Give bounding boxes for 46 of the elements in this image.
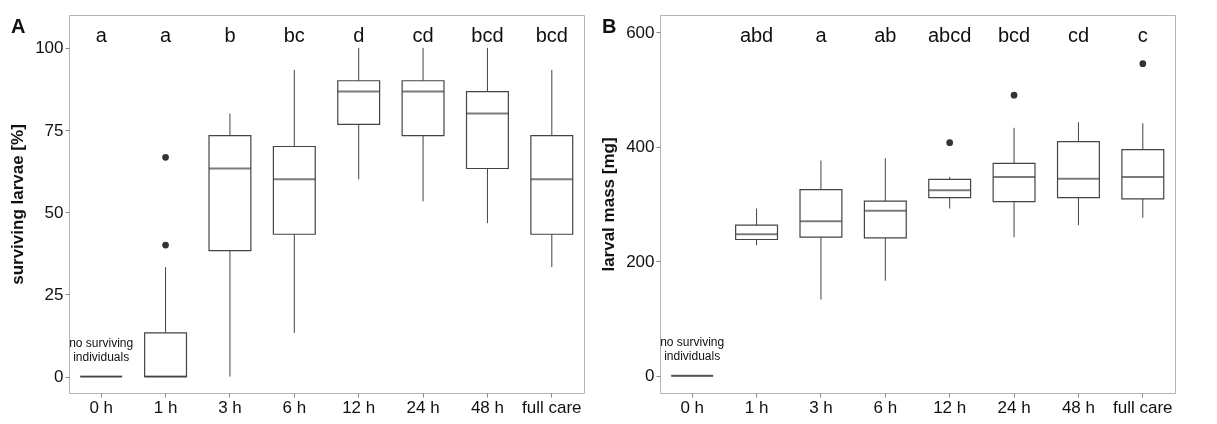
annotation: abd	[739, 23, 774, 46]
annotation: c	[1137, 23, 1148, 46]
x-tick-label: 48 h	[1061, 397, 1095, 417]
annotation: no surviving individuals	[69, 335, 134, 364]
annotation: bcd	[471, 23, 504, 46]
x-tick-label: 1 h	[744, 397, 769, 417]
annotation: bcd	[997, 23, 1031, 46]
x-tick-label: 0 h	[89, 397, 114, 417]
annotation: no surviving individuals	[660, 334, 725, 363]
y-axis-title: larval mass [mg]	[599, 137, 619, 272]
annotation: ab	[874, 23, 897, 46]
x-tick-label: 6 h	[873, 397, 898, 417]
x-tick-label: 12 h	[342, 397, 376, 417]
annotation: bcd	[535, 23, 568, 46]
y-tick-label: 50	[44, 202, 64, 222]
annotation: cd	[412, 23, 434, 46]
x-tick-label: 6 h	[282, 397, 307, 417]
x-tick-label: 1 h	[153, 397, 178, 417]
x-tick-label: 24 h	[997, 397, 1031, 417]
y-tick-label: 600	[626, 22, 655, 42]
x-tick-label: 24 h	[406, 397, 440, 417]
y-tick-label: 200	[626, 251, 655, 271]
x-tick-label: 0 h	[680, 397, 705, 417]
x-tick-label: full care	[1113, 397, 1173, 417]
x-tick-label: 12 h	[933, 397, 967, 417]
annotation: cd	[1067, 23, 1089, 46]
annotation: abcd	[928, 23, 972, 46]
annotation: a	[160, 23, 172, 46]
x-tick-label: 3 h	[218, 397, 242, 417]
chart-title: A	[11, 15, 26, 37]
y-tick-label: 75	[44, 120, 64, 140]
y-tick-label: 25	[44, 284, 64, 304]
y-tick-label: 100	[35, 38, 64, 58]
y-axis-title: surviving larvae [%]	[8, 124, 28, 285]
annotation: d	[353, 23, 365, 46]
x-tick-label: full care	[522, 397, 582, 417]
annotation: a	[95, 23, 108, 46]
x-tick-label: 3 h	[809, 397, 833, 417]
annotation: a	[815, 23, 828, 46]
x-tick-label: 48 h	[470, 397, 504, 417]
y-tick-label: 0	[645, 366, 655, 386]
annotation: b	[224, 23, 236, 46]
annotation: bc	[283, 23, 305, 46]
y-tick-label: 400	[626, 137, 655, 157]
y-tick-label: 0	[54, 367, 64, 387]
chart-title: B	[602, 15, 617, 37]
